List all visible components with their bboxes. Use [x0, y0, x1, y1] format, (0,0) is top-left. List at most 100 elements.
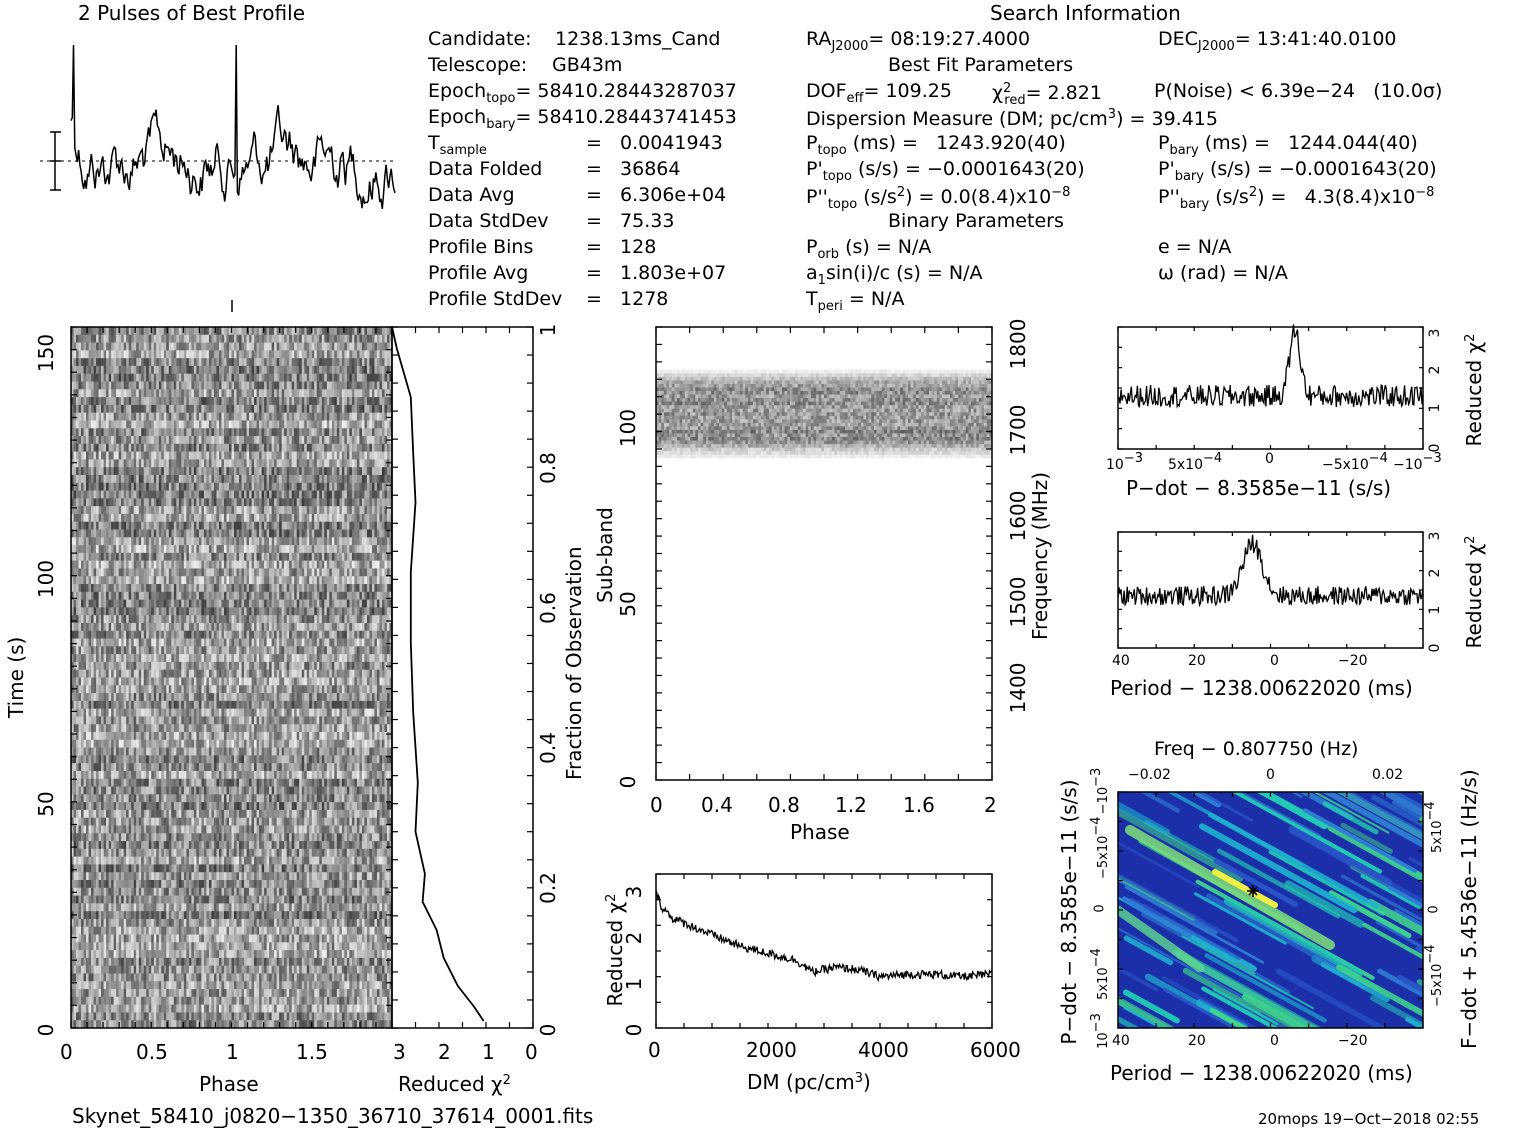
time-phase-cell [201, 467, 205, 476]
time-phase-cell [178, 584, 182, 593]
time-phase-cell [81, 404, 84, 413]
time-phase-cell [244, 428, 247, 437]
time-phase-cell [299, 568, 303, 577]
time-phase-cell [366, 389, 370, 398]
time-phase-cell [163, 404, 167, 413]
time-phase-cell [188, 428, 192, 437]
time-phase-cell [356, 552, 360, 561]
time-phase-cell [108, 358, 112, 367]
time-phase-cell [351, 451, 355, 460]
time-phase-cell [246, 404, 250, 413]
time-phase-cell [364, 560, 368, 569]
time-phase-cell [246, 607, 250, 616]
time-phase-cell [301, 584, 305, 593]
time-phase-cell [336, 584, 340, 593]
time-phase-cell [76, 599, 79, 608]
time-phase-cell [136, 490, 140, 499]
time-phase-cell [256, 342, 260, 351]
time-phase-cell [321, 552, 325, 561]
time-phase-cell [364, 404, 368, 413]
time-phase-cell [351, 404, 355, 413]
time-phase-cell [386, 591, 390, 600]
time-phase-cell [221, 467, 225, 476]
time-phase-cell [116, 607, 119, 616]
time-phase-cell [359, 334, 363, 343]
time-phase-cell [311, 389, 315, 398]
time-phase-cell [151, 622, 155, 632]
time-phase-cell [366, 397, 370, 406]
time-phase-cell [231, 412, 235, 421]
time-phase-cell [359, 397, 363, 406]
data-avg-value: = 6.306e+04 [586, 184, 727, 206]
time-phase-cell [93, 420, 97, 429]
time-phase-cell [301, 428, 305, 437]
time-phase-cell [96, 467, 99, 476]
time-phase-cell [384, 521, 388, 530]
time-phase-cell [83, 467, 87, 476]
time-phase-cell [304, 521, 308, 530]
time-phase-cell [71, 404, 74, 413]
time-phase-cell [284, 552, 287, 561]
time-phase-cell [376, 412, 380, 421]
time-phase-cell [221, 428, 225, 437]
time-phase-cell [246, 381, 250, 390]
time-phase-cell [218, 451, 222, 460]
time-phase-cell [241, 545, 245, 554]
time-phase-cell [314, 381, 318, 390]
time-phase-cell [161, 591, 165, 600]
time-phase-cell [103, 552, 107, 561]
time-phase-cell [299, 459, 303, 468]
time-phase-cell [213, 584, 217, 593]
time-phase-cell [106, 474, 109, 484]
time-phase-cell [176, 537, 180, 546]
time-phase-cell [143, 389, 147, 398]
time-phase-cell [141, 467, 145, 476]
time-phase-cell [321, 420, 325, 429]
time-phase-cell [309, 584, 313, 593]
time-phase-cell [203, 490, 207, 499]
time-phase-cell [128, 358, 132, 367]
time-phase-cell [76, 389, 79, 398]
time-phase-cell [111, 327, 114, 336]
time-phase-cell [213, 358, 217, 367]
time-phase-cell [264, 498, 267, 507]
time-phase-cell [146, 482, 150, 491]
time-phase-cell [143, 327, 147, 336]
time-phase-cell [206, 350, 210, 359]
time-phase-cell [181, 513, 185, 523]
time-phase-cell [121, 513, 124, 523]
time-phase-cell [234, 342, 237, 351]
time-phase-cell [186, 327, 190, 336]
time-phase-cell [98, 482, 102, 491]
time-phase-cell [228, 467, 232, 476]
time-phase-cell [191, 365, 195, 375]
time-phase-cell [173, 474, 177, 484]
time-phase-cell [276, 412, 280, 421]
time-phase-cell [208, 404, 212, 413]
time-phase-cell [291, 560, 295, 569]
time-phase-cell [171, 584, 175, 593]
time-phase-cell [78, 607, 82, 616]
time-phase-cell [78, 350, 82, 359]
time-phase-cell [191, 560, 195, 569]
time-phase-cell [269, 467, 272, 476]
time-phase-cell [254, 529, 257, 538]
time-phase-cell [201, 615, 205, 624]
time-phase-cell [208, 334, 212, 343]
time-phase-cell [321, 568, 325, 577]
time-phase-cell [289, 506, 292, 515]
time-phase-cell [98, 365, 102, 375]
time-phase-cell [259, 350, 262, 359]
time-phase-cell [304, 498, 308, 507]
time-phase-cell [239, 373, 242, 382]
time-phase-cell [336, 381, 340, 390]
time-phase-cell [351, 552, 355, 561]
time-phase-cell [188, 467, 192, 476]
time-phase-cell [289, 358, 292, 367]
time-phase-cell [251, 350, 255, 359]
time-phase-cell [228, 521, 232, 530]
time-phase-cell [108, 607, 112, 616]
time-phase-cell [241, 428, 245, 437]
time-phase-cell [261, 537, 265, 546]
time-phase-cell [146, 436, 150, 445]
